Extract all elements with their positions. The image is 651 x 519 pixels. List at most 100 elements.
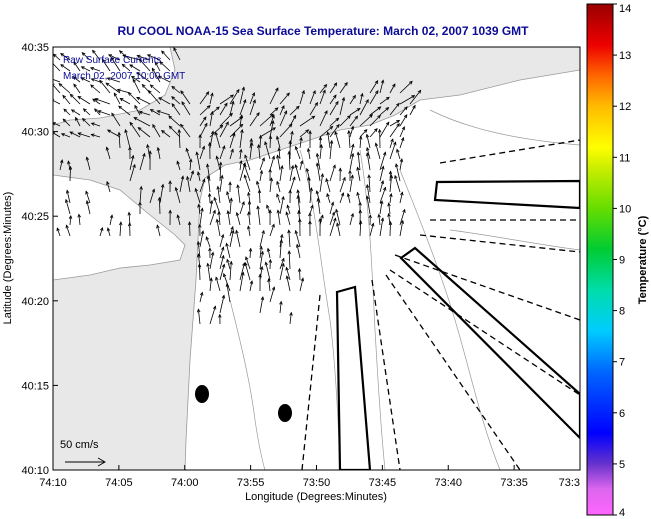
current-vector bbox=[229, 149, 234, 160]
current-vector-head bbox=[136, 97, 141, 101]
current-vector bbox=[215, 132, 221, 149]
scale-arrow bbox=[65, 457, 106, 467]
current-vector bbox=[359, 93, 363, 105]
current-vector bbox=[389, 138, 394, 149]
outlined-zones bbox=[335, 179, 580, 470]
current-vector bbox=[277, 210, 281, 226]
current-vector bbox=[349, 126, 354, 138]
current-vector bbox=[379, 96, 390, 105]
current-vector bbox=[161, 50, 171, 61]
current-vector bbox=[107, 129, 121, 138]
current-vector bbox=[197, 241, 201, 259]
x-tick-label: 73:50 bbox=[303, 477, 331, 489]
colorbar-tick-label: 5 bbox=[619, 459, 625, 471]
current-vector bbox=[309, 90, 316, 105]
current-vector bbox=[239, 115, 243, 127]
current-vector-head bbox=[194, 187, 198, 192]
current-vector-head bbox=[388, 220, 393, 225]
current-vector-head bbox=[281, 195, 285, 200]
colorbar-tick-label: 9 bbox=[619, 255, 625, 267]
current-vector bbox=[396, 149, 401, 160]
current-vector-head bbox=[305, 129, 310, 133]
current-vector bbox=[388, 203, 391, 215]
current-vector-head bbox=[256, 205, 260, 210]
current-vector bbox=[169, 125, 181, 138]
current-vector bbox=[189, 221, 191, 237]
current-vector-head bbox=[292, 114, 297, 119]
current-vector bbox=[227, 210, 231, 226]
current-vector bbox=[158, 75, 171, 83]
current-vector-head bbox=[271, 155, 275, 160]
current-vector-head bbox=[202, 178, 206, 183]
current-vector bbox=[249, 92, 255, 105]
current-vector-head bbox=[286, 204, 290, 209]
current-vector-head bbox=[377, 213, 381, 218]
current-vector bbox=[78, 214, 81, 226]
current-vector-head bbox=[129, 64, 134, 68]
current-vector bbox=[299, 129, 309, 138]
current-vector-head bbox=[241, 86, 245, 91]
current-vector bbox=[339, 177, 346, 193]
current-vector-head bbox=[297, 267, 302, 272]
current-vector bbox=[139, 111, 151, 116]
current-vector bbox=[80, 77, 91, 83]
current-vector bbox=[199, 123, 208, 138]
current-vector-head bbox=[276, 193, 280, 198]
current-vector bbox=[286, 211, 291, 226]
current-vector-head bbox=[219, 124, 224, 129]
current-vector bbox=[249, 142, 253, 160]
current-vector bbox=[389, 123, 400, 138]
current-vector bbox=[219, 295, 225, 314]
current-vector-head bbox=[319, 143, 323, 149]
current-vector bbox=[131, 76, 141, 83]
y-axis-label: Latitude (Degrees:Minutes) bbox=[2, 192, 14, 325]
colorbar-tick-label: 14 bbox=[619, 3, 631, 15]
current-vector-head bbox=[356, 107, 361, 112]
current-vector-head bbox=[111, 112, 115, 117]
current-vector-head bbox=[260, 296, 265, 301]
current-vector-head bbox=[247, 211, 251, 216]
current-vector-head bbox=[160, 183, 165, 188]
current-vector-head bbox=[309, 187, 313, 192]
current-vector bbox=[329, 164, 336, 182]
current-vector-head bbox=[259, 265, 264, 271]
current-vector-head bbox=[225, 282, 230, 288]
current-vector-head bbox=[381, 165, 385, 170]
current-vector-head bbox=[269, 177, 274, 182]
current-vector bbox=[207, 263, 211, 281]
current-vector-head bbox=[218, 313, 222, 318]
current-vector bbox=[269, 156, 275, 171]
current-vector bbox=[359, 220, 362, 237]
x-tick-label: 73:55 bbox=[237, 477, 265, 489]
current-vector bbox=[229, 124, 243, 138]
current-vector-head bbox=[276, 135, 280, 140]
current-vector bbox=[189, 170, 194, 182]
current-vector-head bbox=[329, 139, 334, 144]
current-vector-head bbox=[212, 209, 216, 214]
current-vector-head bbox=[314, 101, 318, 106]
current-vector bbox=[379, 180, 384, 193]
current-vector-head bbox=[271, 223, 275, 228]
current-vector-head bbox=[90, 78, 95, 82]
current-vector-head bbox=[210, 110, 214, 115]
current-vector-head bbox=[333, 94, 337, 99]
current-vector-head bbox=[149, 84, 154, 89]
current-vector bbox=[137, 127, 151, 138]
current-vector bbox=[59, 159, 63, 171]
current-vector bbox=[199, 230, 204, 248]
current-vector-head bbox=[106, 180, 110, 186]
current-vector bbox=[171, 96, 181, 105]
current-vector-head bbox=[185, 147, 189, 152]
current-vector bbox=[335, 209, 341, 226]
current-vector-head bbox=[271, 286, 276, 291]
current-vector bbox=[327, 132, 331, 149]
current-vector bbox=[117, 89, 131, 94]
current-vector bbox=[279, 258, 285, 270]
current-vector bbox=[217, 186, 221, 204]
current-vector bbox=[299, 278, 304, 292]
current-vector bbox=[175, 187, 181, 204]
current-vector bbox=[399, 126, 405, 138]
current-vector bbox=[199, 116, 207, 127]
current-vector-head bbox=[171, 96, 175, 100]
current-vector bbox=[399, 81, 413, 94]
